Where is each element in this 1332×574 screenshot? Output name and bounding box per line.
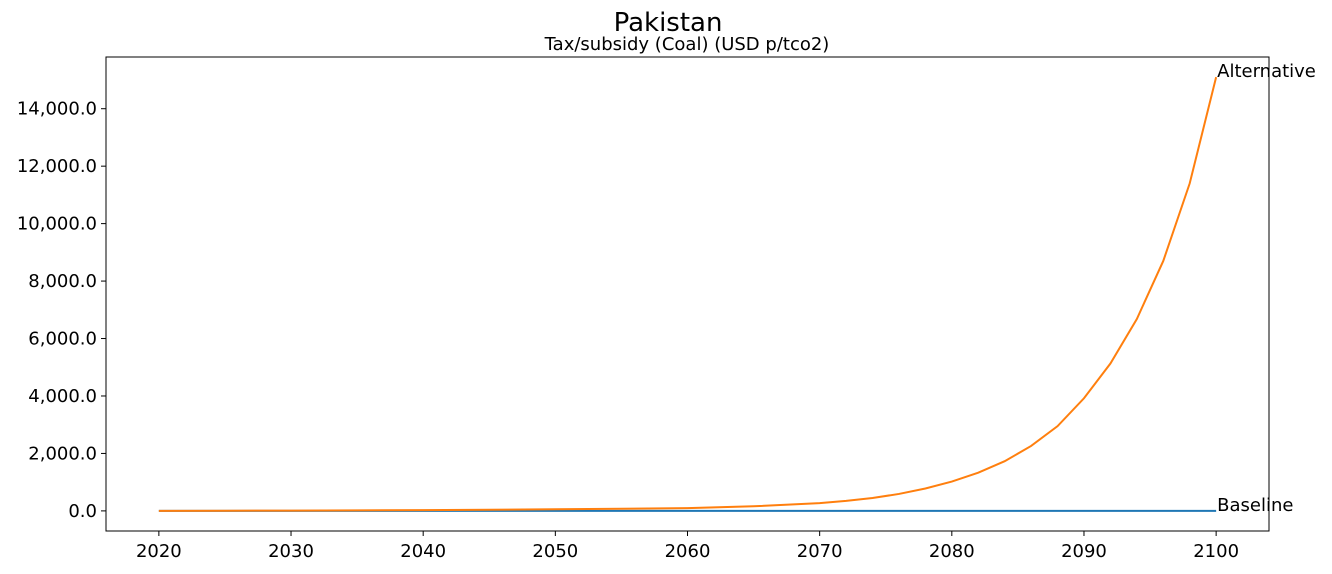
y-tick-label: 0.0 [68, 501, 97, 522]
y-tick-label: 4,000.0 [28, 386, 97, 407]
y-tick-label: 2,000.0 [28, 443, 97, 464]
y-tick-label: 12,000.0 [17, 156, 97, 177]
x-tick-label: 2020 [136, 541, 182, 562]
x-tick-label: 2040 [400, 541, 446, 562]
x-tick-label: 2050 [532, 541, 578, 562]
series-line-alternative [158, 76, 1218, 512]
y-tick-label: 10,000.0 [17, 214, 97, 235]
annotation-baseline: Baseline [1217, 495, 1293, 516]
y-tick-label: 14,000.0 [17, 99, 97, 120]
figure-suptitle: Pakistan [614, 8, 723, 38]
y-tick-label: 8,000.0 [28, 271, 97, 292]
plot-frame [105, 56, 1270, 532]
chart-title: Tax/subsidy (Coal) (USD p/tco2) [544, 34, 830, 55]
plot-area: 2020 2030 2040 2050 2060 2070 2080 2090 2100 0.0 2… [17, 56, 1316, 562]
x-tick-label: 2100 [1193, 541, 1239, 562]
y-tick-label: 6,000.0 [28, 329, 97, 350]
x-tick-label: 2070 [797, 541, 843, 562]
x-tick-label: 2090 [1061, 541, 1107, 562]
x-tick-label: 2030 [268, 541, 314, 562]
annotation-alternative: Alternative [1217, 61, 1316, 82]
x-tick-label: 2060 [665, 541, 711, 562]
x-tick-label: 2080 [929, 541, 975, 562]
